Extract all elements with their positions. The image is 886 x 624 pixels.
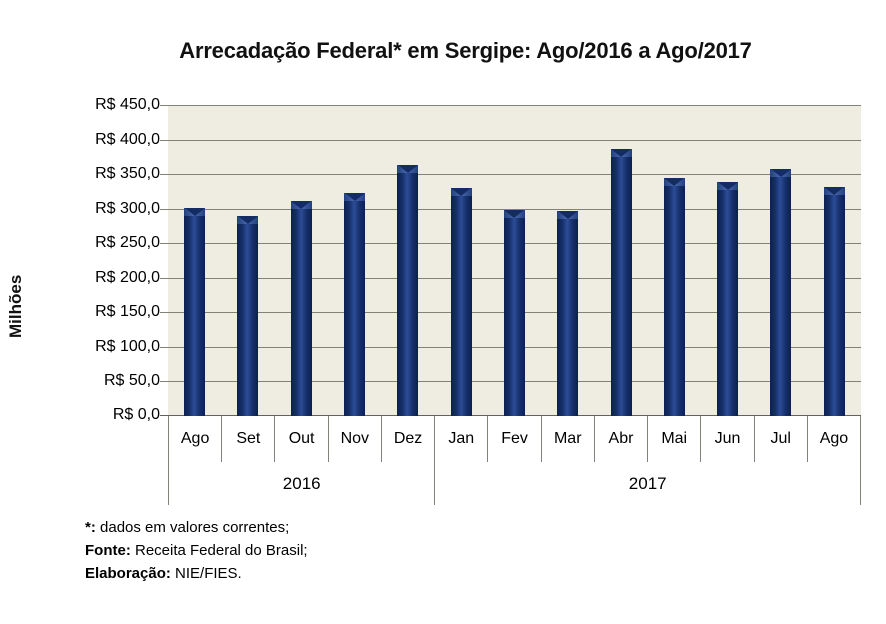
bar-ago-0 [184, 207, 206, 416]
bar-abr-8 [610, 149, 632, 416]
bar-fev-6 [503, 210, 525, 416]
bar-jul-11 [770, 169, 792, 416]
footnotes: *: dados em valores correntes; Fonte: Re… [85, 516, 308, 585]
year-label-2017: 2017 [435, 462, 861, 505]
y-tick-label: R$ 300,0 [95, 200, 160, 217]
y-tick-label: R$ 100,0 [95, 338, 160, 355]
gridline [160, 174, 861, 175]
month-label: Jun [701, 416, 755, 462]
month-label: Ago [808, 416, 862, 462]
month-label: Set [222, 416, 276, 462]
footnote-label: *: [85, 519, 96, 536]
month-label: Jul [755, 416, 808, 462]
month-label: Dez [382, 416, 436, 462]
footnote-text: dados em valores correntes; [95, 519, 290, 536]
y-tick-label: R$ 450,0 [95, 96, 160, 113]
month-label: Fev [488, 416, 542, 462]
footnote-line: Fonte: Receita Federal do Brasil; [85, 539, 308, 562]
bar-jun-10 [717, 181, 739, 416]
bar-set-1 [237, 216, 259, 416]
footnote-text: Receita Federal do Brasil; [130, 542, 308, 559]
bar-ago-12 [823, 186, 845, 416]
x-axis-month-row: Ago Set Out Nov Dez Jan Fev Mar Abr Mai Jun Jul Ago [168, 416, 862, 462]
bar-mai-9 [663, 177, 685, 416]
month-label: Jan [435, 416, 489, 462]
y-tick-label: R$ 0,0 [112, 406, 160, 423]
month-label: Ago [169, 416, 223, 462]
plot-area [160, 105, 861, 416]
footnote-text: NIE/FIES. [170, 565, 242, 582]
y-axis-title: Milhões [6, 274, 25, 338]
year-label-2016: 2016 [169, 462, 436, 505]
footnote-label: Fonte: [85, 542, 131, 559]
gridline [160, 105, 861, 106]
y-tick-label: R$ 250,0 [95, 234, 160, 251]
y-tick-label: R$ 400,0 [95, 131, 160, 148]
gridline [160, 209, 861, 210]
month-label: Mai [648, 416, 702, 462]
month-label: Nov [329, 416, 382, 462]
y-tick-label: R$ 150,0 [95, 303, 160, 320]
month-label: Abr [595, 416, 649, 462]
footnote-line: *: dados em valores correntes; [85, 516, 308, 539]
bar-dez-4 [397, 165, 419, 416]
bar-mar-7 [557, 210, 579, 416]
footnote-label: Elaboração: [85, 565, 171, 582]
month-label: Mar [542, 416, 595, 462]
bar-series [168, 105, 861, 416]
bar-jan-5 [450, 187, 472, 416]
x-axis-year-row: 2016 2017 [168, 462, 861, 505]
month-label: Out [275, 416, 329, 462]
gridline [160, 140, 861, 141]
y-axis-tick-labels: R$ 450,0 R$ 400,0 R$ 350,0 R$ 300,0 R$ 250,0… [40, 96, 160, 423]
footnote-line: Elaboração: NIE/FIES. [85, 562, 308, 585]
y-tick-label: R$ 50,0 [103, 372, 160, 389]
y-tick-label: R$ 350,0 [95, 165, 160, 182]
bar-out-2 [290, 201, 312, 416]
chart-title: Arrecadação Federal* em Sergipe: Ago/201… [179, 38, 752, 63]
bar-nov-3 [344, 193, 366, 416]
y-tick-label: R$ 200,0 [95, 269, 160, 286]
